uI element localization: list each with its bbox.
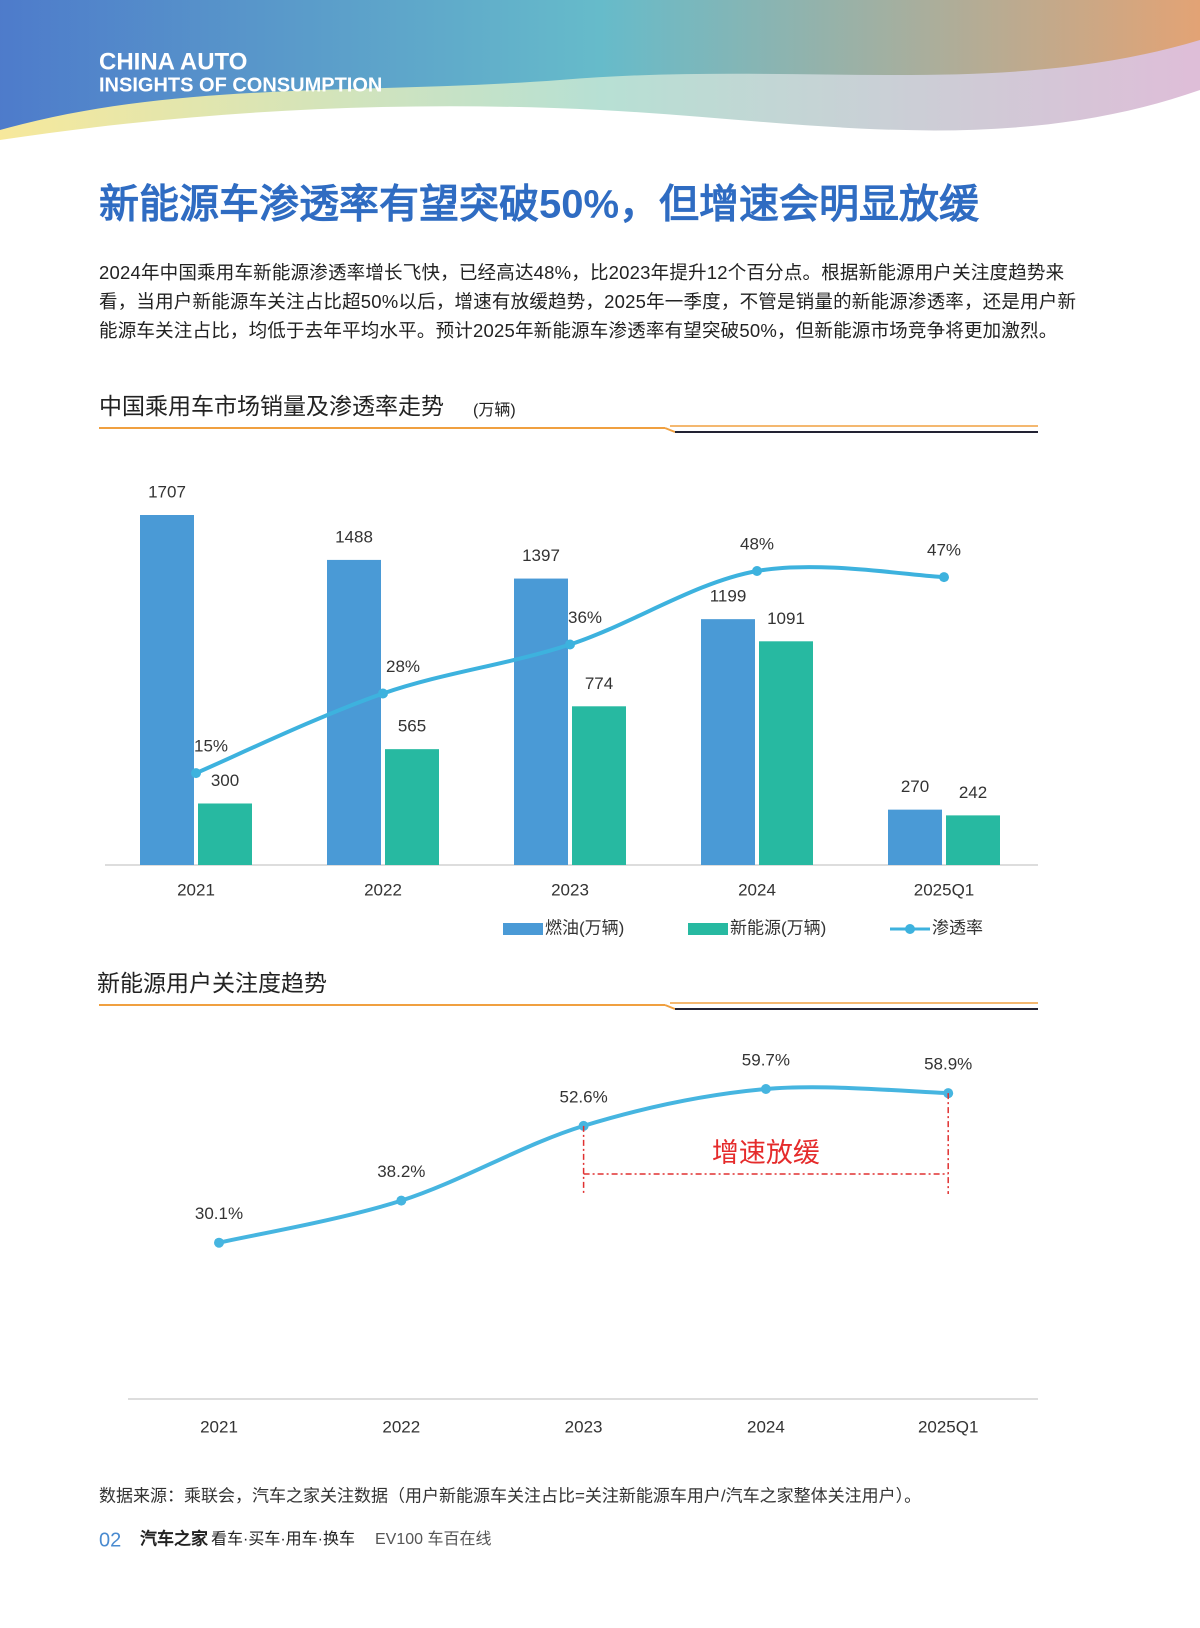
x-tick-label: 2021 bbox=[200, 1417, 238, 1436]
x-tick-label: 2022 bbox=[364, 880, 402, 899]
bar bbox=[946, 815, 1000, 865]
legend-label: 燃油(万辆) bbox=[545, 918, 624, 937]
value-label: 1397 bbox=[522, 546, 560, 565]
point bbox=[939, 572, 949, 583]
bar bbox=[888, 809, 942, 865]
header-line: INSIGHTS OF CONSUMPTION bbox=[99, 74, 382, 96]
partner: EV100 车百在线 bbox=[375, 1530, 492, 1548]
legend-swatch bbox=[688, 923, 728, 935]
bar bbox=[198, 803, 252, 865]
chart-title: 中国乘用车市场销量及渗透率走势 bbox=[99, 393, 444, 419]
x-tick-label: 2025Q1 bbox=[914, 880, 975, 899]
bar bbox=[514, 578, 568, 865]
value-label: 38.2% bbox=[377, 1162, 425, 1181]
legend-swatch bbox=[905, 924, 915, 934]
x-tick-label: 2025Q1 bbox=[918, 1417, 979, 1436]
x-tick-label: 2024 bbox=[738, 880, 776, 899]
value-label: 1199 bbox=[710, 587, 747, 606]
value-label: 270 bbox=[901, 777, 929, 796]
value-label: 48% bbox=[740, 534, 774, 553]
bar bbox=[701, 619, 755, 865]
slogan: 看车·买车·用车·换车 bbox=[211, 1530, 355, 1548]
point bbox=[752, 566, 762, 576]
value-label: 58.9% bbox=[924, 1055, 972, 1074]
x-tick-label: 2024 bbox=[747, 1417, 785, 1436]
legend-label: 渗透率 bbox=[932, 918, 983, 937]
header-line: CHINA AUTO bbox=[99, 48, 247, 75]
value-label: 300 bbox=[211, 771, 239, 790]
value-label: 1707 bbox=[148, 482, 186, 501]
value-label: 15% bbox=[194, 737, 228, 756]
header-wave bbox=[0, 0, 1200, 130]
legend-label: 新能源(万辆) bbox=[730, 918, 826, 937]
point bbox=[565, 639, 575, 650]
x-tick-label: 2021 bbox=[177, 880, 215, 899]
x-tick-label: 2022 bbox=[382, 1417, 420, 1436]
value-label: 28% bbox=[386, 657, 420, 676]
x-tick-label: 2023 bbox=[565, 1417, 603, 1436]
line bbox=[218, 1085, 949, 1245]
page-number: 02 bbox=[99, 1529, 121, 1551]
bar bbox=[140, 515, 194, 865]
value-label: 774 bbox=[585, 674, 613, 693]
value-label: 1091 bbox=[767, 609, 805, 628]
paragraph: 2024年中国乘用车新能源渗透率增长飞快，已经高达48%，比2023年提升12个… bbox=[99, 262, 1077, 341]
point bbox=[191, 768, 201, 779]
bar bbox=[759, 641, 813, 865]
brand: 汽车之家 bbox=[140, 1528, 208, 1548]
point bbox=[396, 1195, 407, 1206]
x-tick-label: 2023 bbox=[551, 880, 589, 899]
value-label: 59.7% bbox=[742, 1050, 790, 1069]
bar bbox=[385, 749, 439, 865]
line bbox=[195, 565, 945, 775]
value-label: 1488 bbox=[335, 527, 373, 546]
value-label: 36% bbox=[568, 608, 602, 627]
value-label: 47% bbox=[927, 541, 961, 560]
page-title: 新能源车渗透率有望突破50%，但增速会明显放缓 bbox=[99, 183, 980, 227]
source-note: 数据来源：乘联会，汽车之家关注数据（用户新能源车关注占比=关注新能源车用户/汽车… bbox=[99, 1486, 921, 1505]
divider bbox=[99, 425, 1038, 1010]
value-label: 52.6% bbox=[559, 1087, 607, 1106]
value-label: 242 bbox=[959, 783, 987, 802]
legend-swatch bbox=[503, 923, 543, 935]
bar bbox=[572, 706, 626, 865]
point bbox=[378, 688, 388, 699]
point bbox=[760, 1084, 771, 1094]
chart-subtitle: (万辆) bbox=[473, 401, 516, 419]
chart-title: 新能源用户关注度趋势 bbox=[97, 970, 327, 996]
value-label: 565 bbox=[398, 717, 426, 736]
annotation: 增速放缓 bbox=[712, 1138, 820, 1168]
point bbox=[214, 1237, 224, 1248]
value-label: 30.1% bbox=[195, 1204, 243, 1223]
